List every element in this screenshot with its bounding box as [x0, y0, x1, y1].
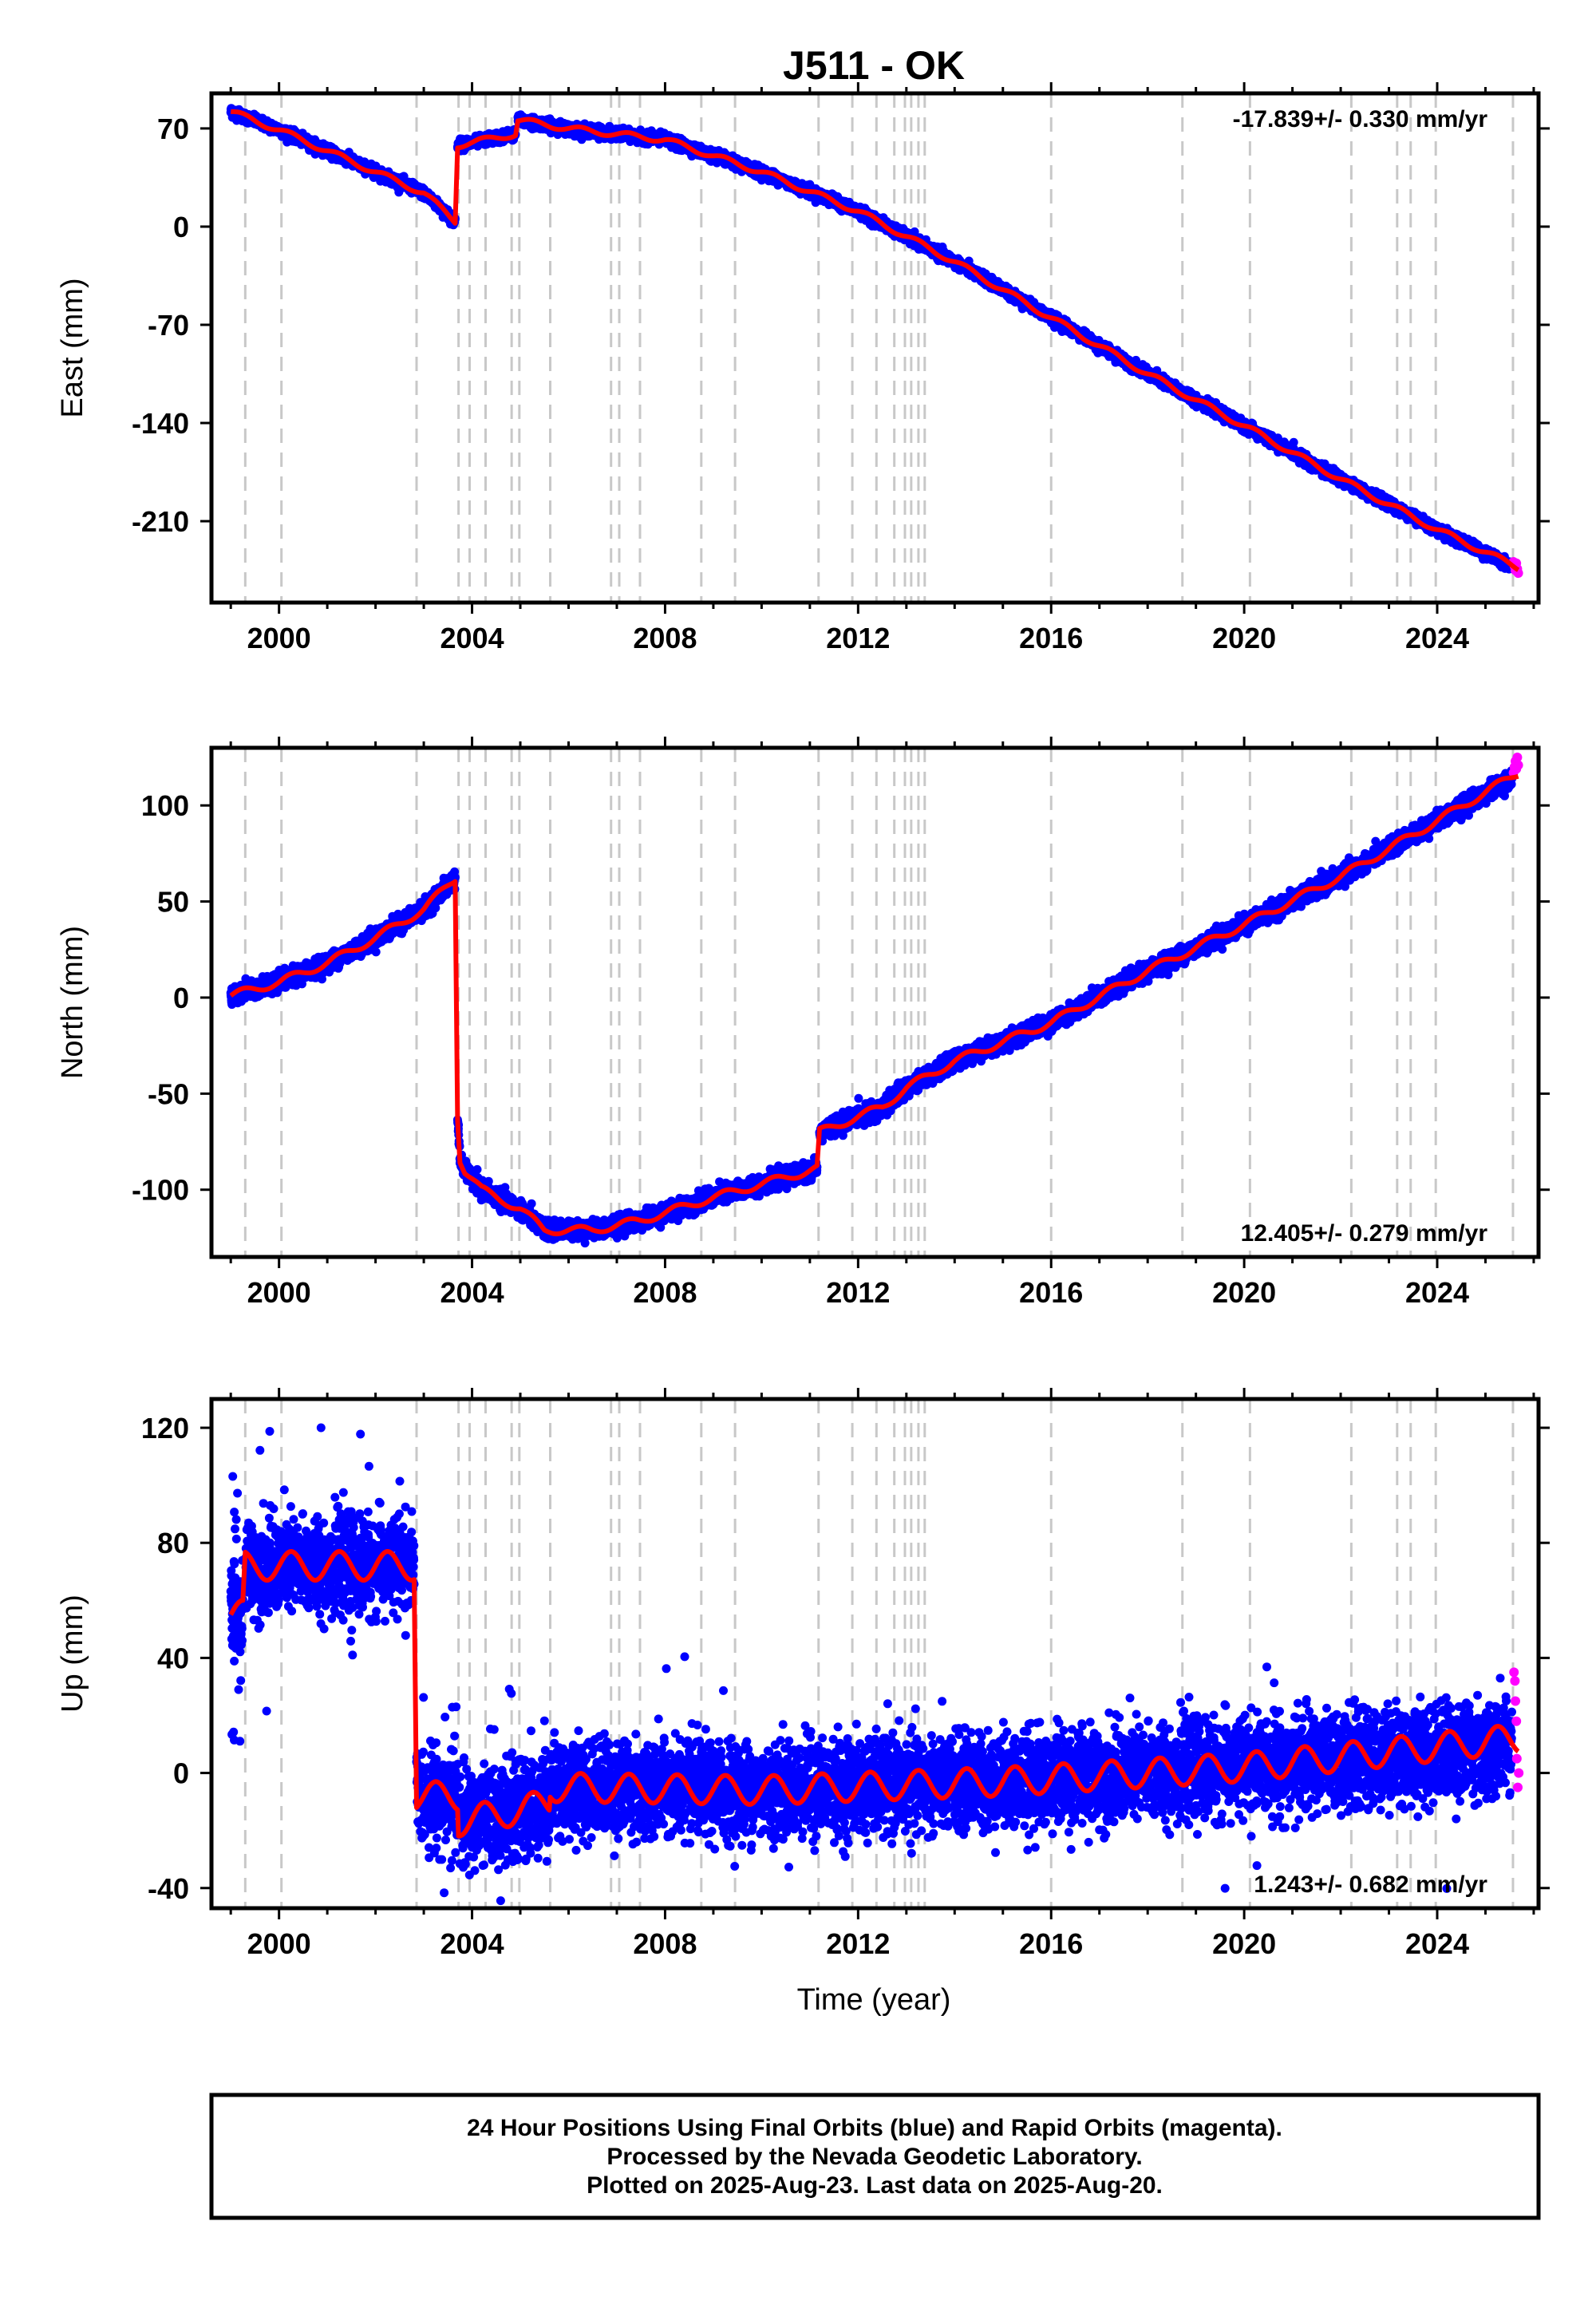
- chart-title: J511 - OK: [783, 43, 965, 88]
- east-event-lines: [243, 93, 1515, 603]
- east-data: [226, 104, 1523, 579]
- east-panel: 2000 2004 2008 2012 2016 2020 2024700-70-140-2…: [56, 82, 1550, 654]
- east-final-orbit-points: [226, 104, 1517, 574]
